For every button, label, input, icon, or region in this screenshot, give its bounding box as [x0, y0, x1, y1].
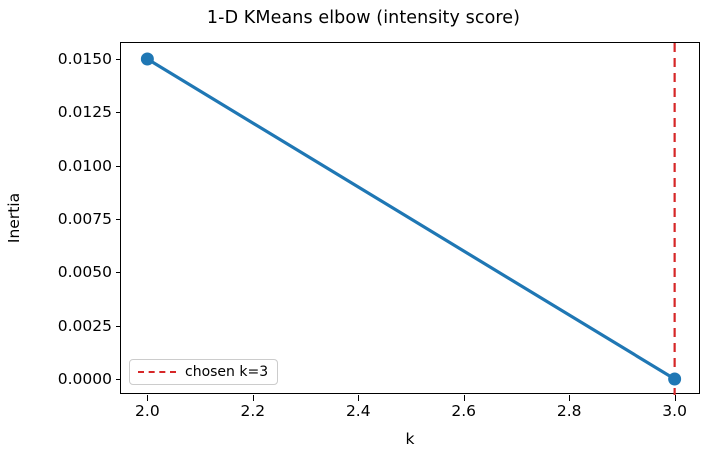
x-tick: [674, 395, 676, 401]
x-tick: [358, 395, 360, 401]
x-tick: [569, 395, 571, 401]
y-axis-label-text: Inertia: [5, 192, 23, 244]
legend[interactable]: chosen k=3: [129, 359, 279, 385]
x-tick-label: 2.8: [556, 402, 582, 420]
x-tick-label: 2.4: [345, 402, 371, 420]
x-tick-label: 2.2: [240, 402, 266, 420]
x-tick-label: 2.0: [135, 402, 160, 420]
x-tick: [463, 395, 465, 401]
y-tick: [115, 219, 121, 220]
plot-inner: 0.0000 0.0025 0.0050 0.0075 0.0100 0.0125 0.01…: [58, 43, 699, 420]
y-tick: [115, 59, 121, 60]
y-tick-label: 0.0000: [57, 370, 112, 388]
data-point-marker: [668, 372, 682, 386]
y-tick: [115, 272, 121, 274]
y-axis-label: Inertia: [0, 42, 28, 394]
y-tick-label: 0.0025: [57, 316, 112, 335]
chart-title: 1-D KMeans elbow (intensity score): [206, 8, 521, 28]
y-tick-label: 0.0125: [57, 103, 112, 122]
plot-area: 0.0000 0.0025 0.0050 0.0075 0.0100 0.0125 0.01…: [58, 42, 700, 420]
y-tick: [115, 112, 121, 114]
x-tick: [252, 395, 254, 401]
y-tick-label: 0.0075: [57, 210, 112, 228]
y-tick-label: 0.0150: [57, 50, 112, 68]
x-tick-label: 2.6: [451, 402, 477, 420]
series-line: [145, 57, 677, 381]
y-tick-label: 0.0050: [57, 263, 112, 282]
data-layer: [140, 43, 682, 395]
x-axis-label: k: [405, 430, 415, 448]
series-group: [140, 52, 682, 386]
y-tick: [115, 165, 121, 167]
y-tick-label: 0.0100: [57, 156, 112, 175]
legend-dashed-line-icon: [138, 371, 176, 373]
x-tick-label: 3.0: [662, 402, 687, 420]
data-point-marker: [140, 52, 154, 66]
y-tick: [115, 379, 121, 380]
legend-label: chosen k=3: [185, 364, 269, 380]
x-tick: [147, 395, 149, 401]
y-tick: [115, 325, 121, 327]
